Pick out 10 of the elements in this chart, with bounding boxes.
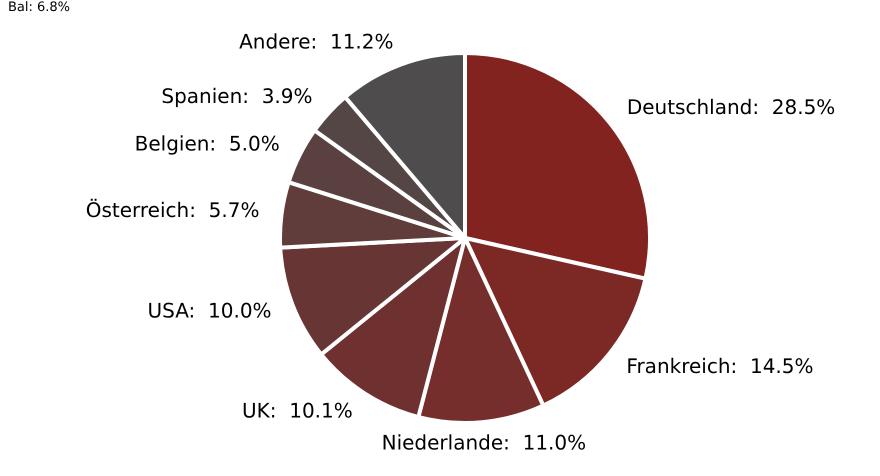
slice-label: Deutschland: 28.5% (626, 94, 836, 119)
slice-label: Belgien: 5.0% (134, 132, 280, 156)
slice-label: UK: 10.1% (242, 398, 353, 422)
slice-label: Frankreich: 14.5% (626, 354, 814, 378)
slice-label: Andere: 11.2% (239, 30, 394, 54)
slice-label: Spanien: 3.9% (161, 84, 313, 108)
text: Bal: 6.8% (8, 0, 70, 15)
slice-label: USA: 10.0% (148, 298, 272, 322)
slice-label: Österreich: 5.7% (86, 198, 260, 222)
slice-label: Niederlande: 11.0% (382, 430, 586, 455)
